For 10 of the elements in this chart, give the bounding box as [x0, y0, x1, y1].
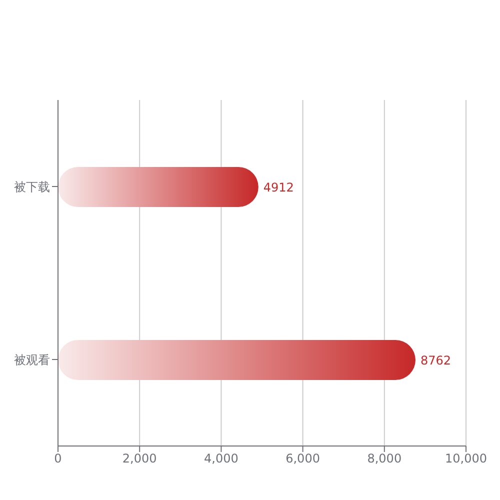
x-tick-label: 2,000	[122, 452, 157, 466]
x-tick-label: 6,000	[286, 452, 320, 466]
x-tick-label: 8,000	[367, 452, 402, 466]
x-tick-label: 0	[54, 452, 62, 466]
data-label: 4912	[263, 180, 294, 194]
y-tick-label: 被观看	[14, 352, 50, 367]
x-tick-label: 10,000	[445, 452, 487, 466]
x-tick-label: 4,000	[204, 452, 238, 466]
y-tick-label: 被下载	[14, 180, 50, 194]
data-label: 8762	[420, 353, 452, 368]
